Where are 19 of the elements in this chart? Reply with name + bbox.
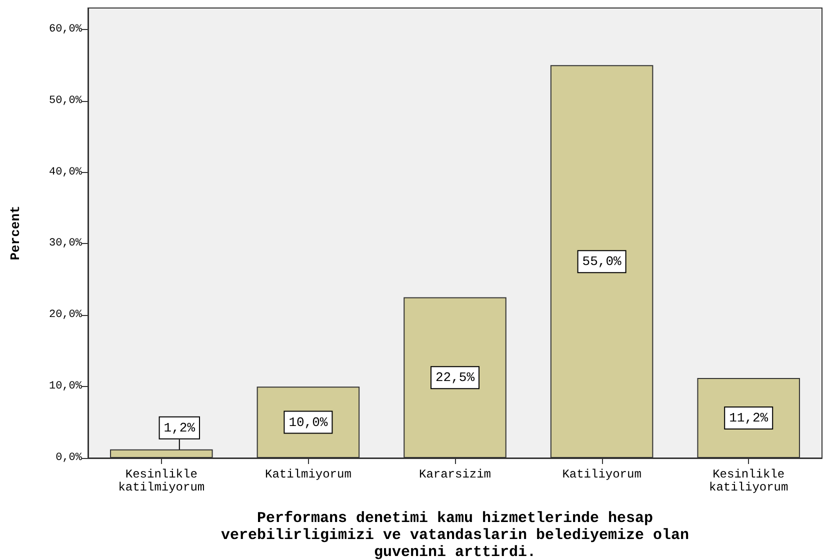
x-tick-label: Katiliyorum bbox=[562, 468, 642, 482]
data-label: 55,0% bbox=[582, 254, 622, 270]
y-tick-label: 40,0% bbox=[48, 166, 82, 178]
y-tick-label: 20,0% bbox=[48, 309, 82, 322]
x-tick-label: Kesinlikle katilmiyorum bbox=[118, 468, 205, 494]
data-label: 22,5% bbox=[435, 370, 475, 386]
x-tick-label: Kararsizim bbox=[418, 468, 492, 482]
y-tick-label: 60,0% bbox=[48, 23, 82, 36]
data-label: 11,2% bbox=[729, 410, 768, 426]
data-label: 10,0% bbox=[288, 414, 328, 430]
y-tick-label: 0,0% bbox=[56, 452, 82, 464]
x-tick-label: Katilmiyorum bbox=[264, 468, 352, 482]
y-tick-label: 10,0% bbox=[48, 380, 82, 393]
x-tick-label: Kesinlikle katiliyorum bbox=[708, 468, 788, 494]
y-tick-label: 50,0% bbox=[48, 94, 82, 107]
y-axis-title: Percent bbox=[8, 206, 23, 260]
x-axis-title: Performans denetimi kamu hizmetlerinde hesap verebilirligimizi ve vatandaslarin belediyemize olan guvenini arttirdi. bbox=[220, 510, 690, 560]
data-label: 1,2% bbox=[164, 420, 196, 436]
y-tick-label: 30,0% bbox=[48, 238, 82, 250]
